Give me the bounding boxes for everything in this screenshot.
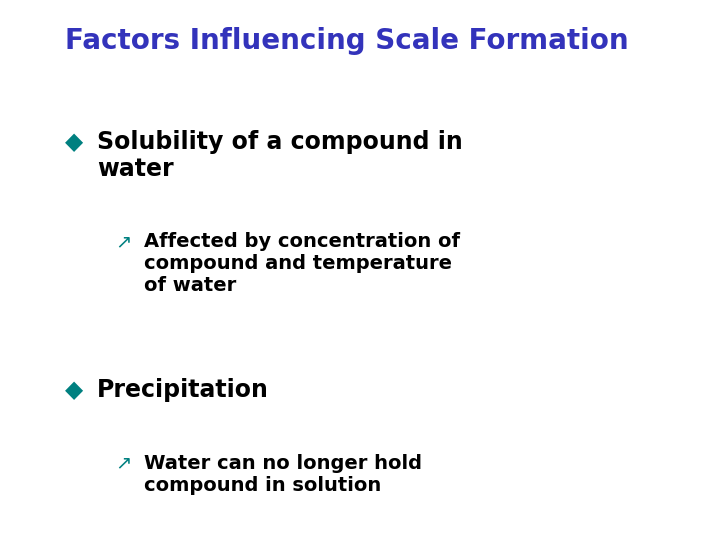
Text: Water can no longer hold
compound in solution: Water can no longer hold compound in sol… [144, 454, 422, 495]
Text: Affected by concentration of
compound and temperature
of water: Affected by concentration of compound an… [144, 232, 460, 295]
Text: ◆: ◆ [65, 130, 83, 153]
Text: ↗: ↗ [115, 454, 132, 472]
Text: Factors Influencing Scale Formation: Factors Influencing Scale Formation [65, 27, 629, 55]
Text: ◆: ◆ [65, 378, 83, 402]
Text: Precipitation: Precipitation [97, 378, 269, 402]
Text: ↗: ↗ [115, 232, 132, 251]
Text: Solubility of a compound in
water: Solubility of a compound in water [97, 130, 463, 181]
